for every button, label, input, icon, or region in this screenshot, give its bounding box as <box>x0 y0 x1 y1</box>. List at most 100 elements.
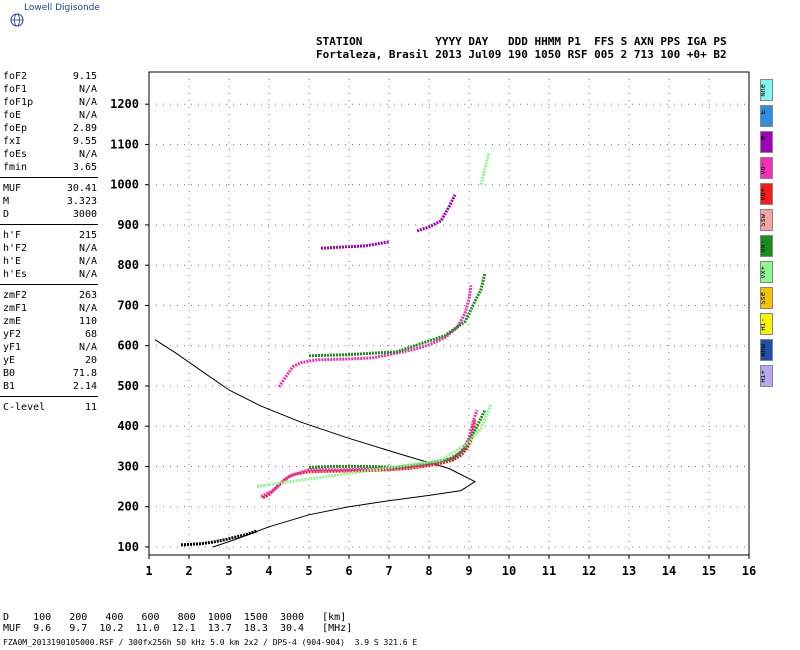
legend-label: Ssw <box>760 214 767 227</box>
distance-row: D 100 200 400 600 800 1000 1500 3000 [km… <box>3 612 347 623</box>
plot-frame <box>148 71 750 556</box>
param-row: foF1 N/A <box>3 83 97 96</box>
param-label: foEp <box>3 123 28 134</box>
param-row: zmF1 N/A <box>3 302 97 315</box>
muf-row: MUF 9.6 9.7 10.2 11.0 12.1 13.7 18.3 30.… <box>3 623 353 634</box>
param-value: 9.55 <box>72 136 97 147</box>
file-info: FZA0M_2013190105000.RSF / 300fx256h 50 k… <box>3 638 418 647</box>
param-value: N/A <box>78 256 97 267</box>
x-tick-label: 1 <box>145 564 152 578</box>
param-label: M <box>3 196 10 207</box>
globe-icon <box>10 13 24 27</box>
param-value: 263 <box>78 290 97 301</box>
param-label: yF1 <box>3 342 22 353</box>
param-label: foEs <box>3 149 28 160</box>
param-value: 9.15 <box>72 71 97 82</box>
legend-label: Hi- <box>760 318 767 331</box>
legend-item: Sse <box>760 287 773 309</box>
param-label: foF1p <box>3 97 34 108</box>
param-row: h'F 215 <box>3 229 97 242</box>
param-value: 3.65 <box>72 162 97 173</box>
legend-item: Vo+ <box>760 183 773 205</box>
param-row: M 3.323 <box>3 195 97 208</box>
x-tick-label: 4 <box>265 564 272 578</box>
header-values: Fortaleza, Brasil 2013 Jul09 190 1050 RS… <box>316 48 727 61</box>
param-value: N/A <box>78 303 97 314</box>
param-label: foE <box>3 110 22 121</box>
param-row: B1 2.14 <box>3 380 97 393</box>
param-separator <box>0 177 98 178</box>
x-tick-label: 14 <box>662 564 676 578</box>
header-columns: STATION YYYY DAY DDD HHMM P1 FFS S AXN P… <box>316 35 727 48</box>
legend-label: Vx- <box>760 240 767 253</box>
param-row: zmF2 263 <box>3 289 97 302</box>
param-value: N/A <box>78 342 97 353</box>
x-tick-label: 11 <box>542 564 556 578</box>
param-label: C-level <box>3 402 46 413</box>
legend-item: Vx- <box>760 235 773 257</box>
x-tick-label: 12 <box>582 564 596 578</box>
param-value: 2.14 <box>72 381 97 392</box>
param-row: C-level 11 <box>3 401 97 414</box>
param-value: N/A <box>78 269 97 280</box>
y-tick-label: 500 <box>117 379 139 393</box>
param-row: foE N/A <box>3 109 97 122</box>
param-row: h'F2 N/A <box>3 242 97 255</box>
param-value: N/A <box>78 149 97 160</box>
echo-trace <box>308 409 487 469</box>
legend-label: Nnw <box>760 344 767 357</box>
x-tick-label: 16 <box>742 564 756 578</box>
param-row: fxI 9.55 <box>3 135 97 148</box>
echo-trace <box>416 194 457 233</box>
legend-item: W <box>760 131 773 153</box>
param-label: zmE <box>3 316 22 327</box>
param-label: yE <box>3 355 16 366</box>
legend-label: Vo- <box>760 162 767 175</box>
echo-trace <box>479 152 491 186</box>
legend-item: Nnw <box>760 339 773 361</box>
legend-label: E <box>760 110 767 115</box>
legend-item: Hi+ <box>760 365 773 387</box>
param-row: foF1p N/A <box>3 96 97 109</box>
param-label: foF1 <box>3 84 28 95</box>
y-tick-label: 300 <box>117 459 139 473</box>
param-value: 110 <box>78 316 97 327</box>
electron-density-profile <box>154 339 477 548</box>
param-label: zmF1 <box>3 303 28 314</box>
station-header: STATION YYYY DAY DDD HHMM P1 FFS S AXN P… <box>316 35 727 61</box>
param-row: fmin 3.65 <box>3 161 97 174</box>
param-value: 71.8 <box>72 368 97 379</box>
x-tick-label: 7 <box>385 564 392 578</box>
echo-trace <box>262 419 477 500</box>
param-value: 30.41 <box>66 183 97 194</box>
legend-item: E <box>760 105 773 127</box>
param-label: B1 <box>3 381 16 392</box>
param-value: 3000 <box>72 209 97 220</box>
echo-trace <box>277 285 473 388</box>
legend-item: Ssw <box>760 209 773 231</box>
param-value: N/A <box>78 84 97 95</box>
param-value: 3.323 <box>66 196 97 207</box>
param-label: yF2 <box>3 329 22 340</box>
param-row: zmE 110 <box>3 315 97 328</box>
muf-table: D 100 200 400 600 800 1000 1500 3000 [km… <box>3 612 352 634</box>
param-row: h'E N/A <box>3 255 97 268</box>
legend-label: Vx+ <box>760 266 767 279</box>
x-tick-label: 6 <box>345 564 352 578</box>
param-row: D 3000 <box>3 208 97 221</box>
x-tick-label: 8 <box>425 564 432 578</box>
legend-item: Nne <box>760 79 773 101</box>
param-row: h'Es N/A <box>3 268 97 281</box>
legend-label: W <box>760 136 767 141</box>
param-value: 215 <box>78 230 97 241</box>
param-value: 2.89 <box>72 123 97 134</box>
param-row: foEp 2.89 <box>3 122 97 135</box>
param-label: foF2 <box>3 71 28 82</box>
legend-label: Vo+ <box>760 188 767 201</box>
param-label: h'Es <box>3 269 28 280</box>
param-row: MUF 30.41 <box>3 182 97 195</box>
param-label: h'E <box>3 256 22 267</box>
param-label: h'F2 <box>3 243 28 254</box>
y-tick-label: 800 <box>117 258 139 272</box>
